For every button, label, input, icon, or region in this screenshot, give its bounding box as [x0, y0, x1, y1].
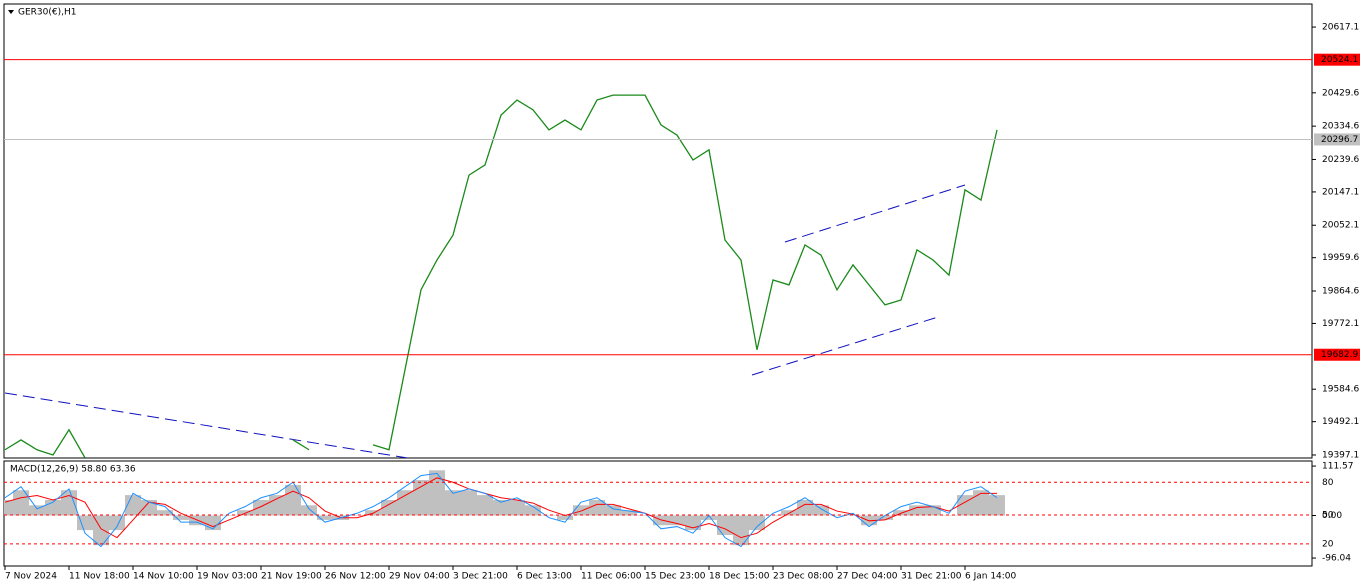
level-label: 19682.9	[1321, 350, 1358, 360]
histogram-bar	[317, 515, 333, 520]
histogram-bar	[253, 499, 269, 516]
histogram-bar	[397, 490, 413, 516]
histogram-bar	[413, 480, 429, 516]
y-tick-label: 20239.6	[1322, 155, 1359, 165]
histogram-bar	[605, 505, 621, 516]
y-tick-label: 0.00	[1322, 511, 1342, 521]
price-pane	[3, 3, 1313, 459]
histogram-bar	[669, 515, 685, 526]
y-tick-label: 19772.1	[1322, 319, 1359, 329]
histogram-bar	[4, 499, 13, 516]
x-tick-label: 29 Nov 04:00	[389, 572, 450, 582]
histogram-bar	[109, 515, 125, 531]
x-tick-label: 6 Jan 14:00	[965, 572, 1017, 582]
level-label: 20524.1	[1321, 55, 1358, 65]
histogram-bar	[445, 490, 461, 516]
level-label: 20296.7	[1321, 135, 1358, 145]
histogram-bar	[717, 515, 733, 535]
histogram-bar	[973, 490, 989, 516]
histogram-bar	[925, 505, 941, 516]
histogram-bar	[461, 490, 477, 516]
macd-title: MACD(12,26,9) 58.80 63.36	[10, 465, 136, 475]
histogram-bar	[749, 515, 765, 531]
y-tick-label: 20617.1	[1322, 23, 1359, 33]
level-box	[1314, 53, 1360, 66]
histogram-bar	[909, 505, 925, 516]
histogram-bar	[141, 499, 157, 516]
level-box	[1314, 133, 1360, 146]
macd-line	[4, 472, 998, 548]
y-tick-label: 19959.6	[1322, 253, 1359, 263]
x-tick-label: 18 Dec 15:00	[709, 572, 770, 582]
macd-pane	[3, 460, 1313, 567]
x-tick-label: 15 Dec 23:00	[645, 572, 706, 582]
x-tick-label: 6 Dec 13:00	[517, 572, 572, 582]
histogram-bar	[381, 499, 397, 516]
menu-arrow	[8, 10, 14, 14]
x-tick-label: 11 Nov 18:00	[69, 572, 130, 582]
histogram-bar	[589, 499, 605, 516]
level-box	[1314, 348, 1360, 361]
y-tick-label: 19864.6	[1322, 287, 1359, 297]
x-tick-label: 3 Dec 21:00	[453, 572, 508, 582]
histogram-bar	[477, 495, 493, 516]
histogram-bar	[173, 515, 189, 520]
histogram-bar	[157, 510, 173, 516]
y-tick-label: -96.04	[1322, 554, 1351, 564]
histogram-bar	[13, 490, 29, 516]
histogram-bar	[509, 499, 525, 516]
x-tick-label: 7 Nov 2024	[5, 572, 57, 582]
x-tick-label: 31 Dec 21:00	[901, 572, 962, 582]
histogram-bar	[125, 495, 141, 516]
y-tick-label: 111.57	[1322, 462, 1354, 472]
chart-title: GER30(€),H1	[18, 8, 76, 18]
histogram-bar	[573, 505, 589, 516]
y-tick-label: 19584.6	[1322, 385, 1359, 395]
histogram-bar	[429, 470, 445, 516]
signal-line	[4, 477, 997, 539]
histogram-bar	[797, 499, 813, 516]
y-tick-label: 20334.6	[1322, 122, 1359, 132]
x-tick-label: 21 Nov 19:00	[261, 572, 322, 582]
y-tick-label: 20429.6	[1322, 88, 1359, 98]
histogram-bar	[877, 515, 893, 520]
price-line	[4, 94, 998, 458]
x-tick-label: 26 Nov 12:00	[325, 572, 386, 582]
histogram-bar	[77, 515, 93, 531]
level-label: 80	[1322, 478, 1334, 488]
histogram-bar	[205, 515, 221, 531]
histogram-bar	[989, 495, 1005, 516]
x-tick-label: 14 Nov 10:00	[133, 572, 194, 582]
x-tick-label: 19 Nov 03:00	[197, 572, 258, 582]
x-tick-label: 11 Dec 06:00	[581, 572, 642, 582]
histogram-bar	[301, 505, 317, 516]
histogram-bar	[493, 499, 509, 516]
histogram-bar	[621, 510, 637, 516]
level-label: 20	[1322, 539, 1334, 549]
histogram-bar	[813, 505, 829, 516]
histogram-bar	[701, 515, 717, 520]
x-tick-label: 23 Dec 08:00	[773, 572, 834, 582]
y-tick-label: 20052.1	[1322, 221, 1359, 231]
histogram-bar	[733, 515, 749, 546]
y-tick-label: 19492.1	[1322, 417, 1359, 427]
histogram-bar	[285, 484, 301, 516]
y-tick-label: 20147.1	[1322, 187, 1359, 197]
histogram-bar	[557, 515, 573, 520]
y-tick-label: 19397.1	[1322, 450, 1359, 460]
x-tick-label: 27 Dec 04:00	[837, 572, 898, 582]
trend-lines	[4, 184, 966, 458]
histogram-bar	[29, 505, 45, 516]
level-label: 50	[1322, 511, 1334, 521]
histogram-bar	[525, 505, 541, 516]
